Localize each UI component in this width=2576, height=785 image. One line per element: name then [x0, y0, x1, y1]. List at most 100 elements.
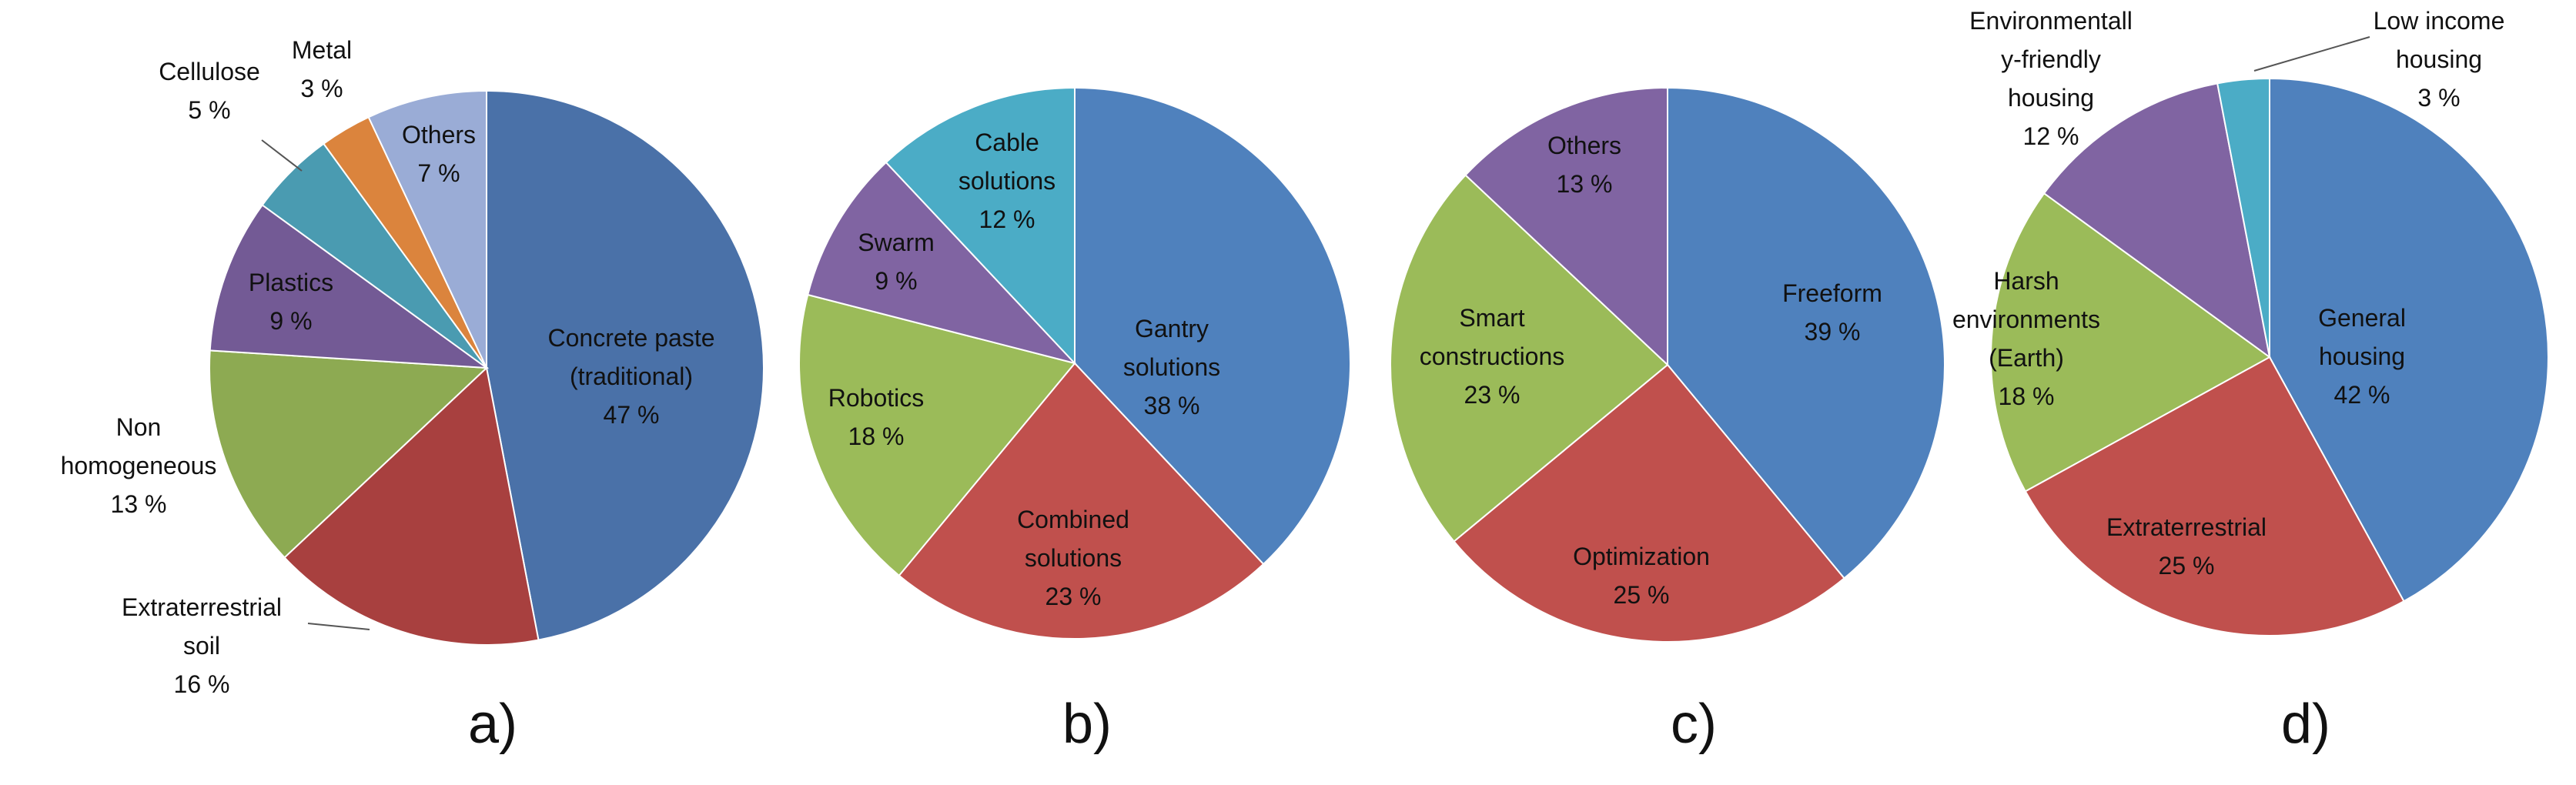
slice-name-label: environments: [1952, 306, 2100, 333]
slice-name-label: Concrete paste: [547, 324, 714, 352]
data-label-others: Others 13 %: [1547, 132, 1621, 198]
pie-slice-freeform: [1667, 86, 1945, 580]
slice-value-label: 25 %: [1614, 581, 1670, 609]
slice-name-label: Environmentall: [1969, 7, 2133, 35]
slice-value-label: 3 %: [2417, 84, 2460, 112]
panel-caption: d): [2281, 693, 2330, 755]
data-label-robotics: Robotics 18 %: [828, 384, 925, 450]
slice-name-label: Non: [116, 413, 162, 441]
slice-value-label: 25 %: [2159, 552, 2215, 580]
slice-name-label: solutions: [1123, 353, 1220, 381]
slice-name-label: Others: [402, 121, 476, 149]
panel-caption: c): [1671, 693, 1717, 755]
slice-value-label: 7 %: [417, 159, 460, 187]
data-label-cellulose: Cellulose 5 %: [159, 58, 260, 124]
data-label-gantry-solutions: Gantry solutions 38 %: [1123, 315, 1220, 419]
slice-value-label: 9 %: [269, 307, 312, 335]
slice-value-label: 23 %: [1464, 381, 1521, 409]
pie-slice-others: [367, 89, 487, 369]
slice-value-label: 23 %: [1045, 583, 1102, 610]
data-label-metal: Metal 3 %: [292, 36, 352, 102]
pie-chart-2: Gantry solutions 38 % Combined solutions 23 %…: [798, 86, 1351, 755]
slice-name-label: Swarm: [858, 229, 935, 256]
leader-line: [261, 139, 303, 172]
pie-chart-1: Concrete paste (traditional) 47 % Extraterr…: [61, 36, 764, 755]
slice-value-label: 18 %: [1999, 382, 2055, 410]
slice-name-label: solutions: [958, 167, 1055, 195]
slice-name-label: constructions: [1420, 342, 1565, 370]
data-label-cable-solutions: Cable solutions 12 %: [958, 129, 1055, 233]
slice-value-label: 47 %: [604, 401, 660, 429]
slice-value-label: 12 %: [979, 205, 1035, 233]
pie-slice-general-housing: [2269, 77, 2549, 603]
pie-slice-swarm: [807, 161, 1078, 365]
slice-name-label: Others: [1547, 132, 1621, 159]
panel-caption: b): [1062, 693, 1112, 755]
slice-name-label: Plastics: [249, 269, 333, 296]
slice-value-label: 13 %: [111, 490, 167, 518]
pie-slice-cable-solutions: [885, 86, 1076, 366]
pie-slice-environmentally-friendly-housing: [2042, 82, 2271, 359]
data-label-harsh-environments-earth: Harsh environments (Earth) 18 %: [1952, 267, 2100, 410]
pie-slice-robotics: [798, 293, 1076, 577]
slice-value-label: 38 %: [1144, 392, 1200, 419]
panel-caption: a): [468, 693, 517, 755]
pie-chart-4: General housing 42 % Extraterrestrial 25 % Ha…: [1952, 7, 2549, 755]
slice-name-label: Optimization: [1573, 543, 1710, 570]
pie-slice-extraterrestrial-soil: [283, 366, 540, 646]
slice-name-label: Metal: [292, 36, 352, 64]
pie-slice-plastics: [209, 204, 490, 369]
data-label-smart-constructions: Smart constructions 23 %: [1420, 304, 1565, 409]
slice-value-label: 13 %: [1557, 170, 1613, 198]
slice-value-label: 39 %: [1805, 318, 1861, 346]
slice-name-label: Combined: [1017, 506, 1129, 533]
pie-slice-combined-solutions: [898, 362, 1265, 640]
data-label-optimization: Optimization 25 %: [1573, 543, 1710, 609]
data-label-environmentally-friendly-housing: Environmentall y-friendly housing 12 %: [1969, 7, 2133, 150]
data-label-extraterrestrial-soil: Extraterrestrial soil 16 %: [122, 593, 282, 698]
pie-chart-3: Freeform 39 % Optimization 25 % Smart constru…: [1390, 86, 1945, 755]
data-label-combined-solutions: Combined solutions 23 %: [1017, 506, 1129, 610]
slice-name-label: Low income: [2374, 7, 2505, 35]
slice-value-label: 12 %: [2023, 122, 2079, 150]
slice-value-label: 9 %: [875, 267, 917, 295]
data-label-freeform: Freeform 39 %: [1782, 279, 1882, 346]
data-label-concrete-paste-traditional: Concrete paste (traditional) 47 %: [547, 324, 714, 429]
pie-slice-low-income-housing: [2216, 77, 2270, 358]
leader-line: [307, 623, 370, 630]
slice-name-label: Gantry: [1135, 315, 1209, 342]
slice-name-label: (Earth): [1989, 344, 2064, 372]
data-label-others: Others 7 %: [402, 121, 476, 187]
slice-value-label: 42 %: [2334, 381, 2390, 409]
slice-value-label: 5 %: [188, 96, 230, 124]
pie-slice-gantry-solutions: [1074, 86, 1351, 566]
data-label-non-homogeneous: Non homogeneous 13 %: [61, 413, 217, 518]
slice-name-label: (traditional): [570, 362, 693, 390]
data-label-low-income-housing: Low income housing 3 %: [2374, 7, 2505, 112]
pie-slice-optimization: [1453, 363, 1845, 643]
slice-name-label: Harsh: [1993, 267, 2059, 295]
slice-name-label: Cellulose: [159, 58, 260, 85]
slice-name-label: housing: [2008, 84, 2094, 112]
data-label-extraterrestrial: Extraterrestrial 25 %: [2106, 513, 2267, 580]
slice-name-label: homogeneous: [61, 452, 217, 479]
slice-name-label: solutions: [1025, 544, 1122, 572]
pie-slice-others: [1464, 86, 1668, 367]
data-label-swarm: Swarm 9 %: [858, 229, 935, 295]
slice-name-label: Extraterrestrial: [122, 593, 282, 621]
pie-slice-concrete-paste-traditional: [486, 89, 764, 641]
slice-value-label: 3 %: [300, 75, 343, 102]
pie-slice-smart-constructions: [1390, 174, 1669, 543]
data-label-plastics: Plastics 9 %: [249, 269, 333, 335]
slice-name-label: Freeform: [1782, 279, 1882, 307]
slice-name-label: Robotics: [828, 384, 925, 412]
slice-name-label: housing: [2396, 45, 2482, 73]
slice-name-label: Extraterrestrial: [2106, 513, 2267, 541]
slice-name-label: y-friendly: [2001, 45, 2101, 73]
data-label-general-housing: General housing 42 %: [2318, 304, 2406, 409]
slice-value-label: 16 %: [174, 670, 230, 698]
pie-slice-extraterrestrial: [2024, 356, 2405, 636]
slice-name-label: General: [2318, 304, 2406, 332]
pie-slice-harsh-environments-earth: [1990, 192, 2271, 493]
